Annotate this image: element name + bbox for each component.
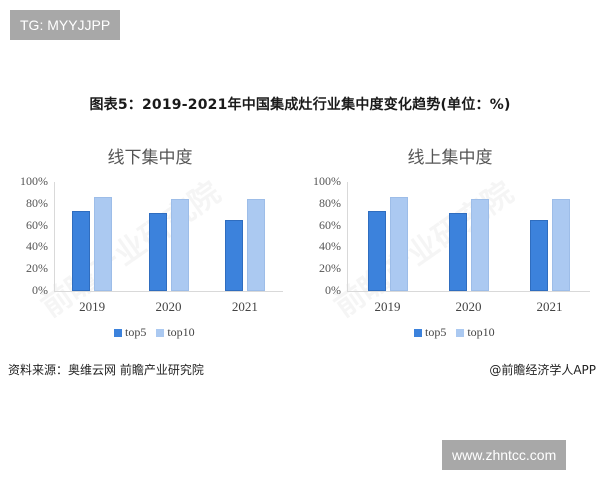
legend-swatch-icon [156,328,165,337]
legend-item-top5: top5 [414,325,446,340]
y-tick-label: 100% [20,174,48,188]
bar-top10-2021 [246,199,265,291]
watermark: 前瞻产业研究院 [34,175,228,325]
offline-concentration-chart: 线下集中度 前瞻产业研究院 0% 20% 40% 60% 80% 100% 2019 2020 2… [0,140,300,350]
y-tick-label: 60% [26,217,48,232]
bar-top5-2021 [224,220,243,291]
bar-top10-2020 [470,199,489,291]
x-axis [54,291,283,292]
y-tick-label: 20% [319,261,341,276]
legend-label: top10 [167,325,195,339]
x-tick-label: 2020 [455,299,482,314]
tg-badge: TG: MYYJJPP [10,10,121,40]
legend-swatch-icon [414,328,422,337]
y-axis [347,182,348,291]
legend-item-top10: top10 [156,325,195,340]
y-tick-label: 100% [313,174,341,188]
chart-legend: top5 top10 [114,325,205,340]
x-tick-label: 2021 [536,299,563,314]
legend-item-top10: top10 [456,325,495,340]
chart-title: 线下集中度 [107,148,193,168]
legend-swatch-icon [114,328,122,337]
bar-top5-2020 [448,212,467,291]
x-tick-label: 2021 [231,299,258,314]
bar-top5-2021 [529,220,548,291]
x-tick-label: 2019 [374,299,401,314]
bar-top10-2020 [170,199,189,291]
chart-title: 线上集中度 [407,148,493,168]
bar-top5-2019 [72,211,91,291]
y-tick-label: 80% [319,195,341,210]
figure-title: 图表5：2019-2021年中国集成灶行业集中度变化趋势(单位：%) [89,97,511,113]
x-tick-label: 2020 [155,299,182,314]
bar-top10-2019 [389,197,408,291]
y-tick-label: 40% [319,239,341,254]
bar-top5-2020 [148,212,167,291]
y-tick-label: 0% [325,283,341,297]
y-tick-label: 0% [32,283,48,297]
online-concentration-chart: 线上集中度 前瞻产业研究院 0% 20% 40% 60% 80% 100% 2019 2020 2… [300,140,600,350]
y-tick-label: 60% [319,217,341,232]
bar-top10-2021 [551,199,570,291]
chart-legend: top5 top10 [414,325,505,340]
legend-label: top5 [425,325,447,339]
legend-swatch-icon [456,328,465,337]
credit-text: @前瞻经济学人APP [489,363,596,377]
x-axis [347,291,590,292]
legend-label: top10 [467,325,495,339]
y-tick-label: 20% [26,261,48,276]
y-tick-label: 80% [26,195,48,210]
bar-top5-2019 [367,211,386,291]
data-source: 资料来源：奥维云网 前瞻产业研究院 [8,363,204,377]
site-badge: www.zhntcc.com [442,440,567,470]
x-tick-label: 2019 [79,299,106,314]
bar-top10-2019 [94,197,113,291]
y-axis [54,182,55,291]
legend-label: top5 [125,325,147,339]
legend-item-top5: top5 [114,325,146,340]
y-tick-label: 40% [26,239,48,254]
